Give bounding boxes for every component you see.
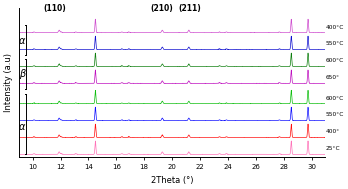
Text: α: α xyxy=(18,122,25,132)
Text: (210): (210) xyxy=(150,4,173,13)
Text: 600°C: 600°C xyxy=(325,58,344,63)
Text: 400°C: 400°C xyxy=(325,25,344,29)
Text: 650°: 650° xyxy=(325,75,340,80)
Y-axis label: Intensity (a.u): Intensity (a.u) xyxy=(4,53,13,112)
Text: 550°C: 550°C xyxy=(325,112,344,117)
Text: α: α xyxy=(18,36,25,46)
Text: 600°C: 600°C xyxy=(325,95,344,101)
Text: (110): (110) xyxy=(43,4,66,13)
Text: β: β xyxy=(19,69,25,79)
Text: 400°: 400° xyxy=(325,129,340,134)
X-axis label: 2Theta (°): 2Theta (°) xyxy=(151,176,193,185)
Text: 550°C: 550°C xyxy=(325,41,344,46)
Text: (211): (211) xyxy=(178,4,201,13)
Text: 25°C: 25°C xyxy=(325,146,340,151)
